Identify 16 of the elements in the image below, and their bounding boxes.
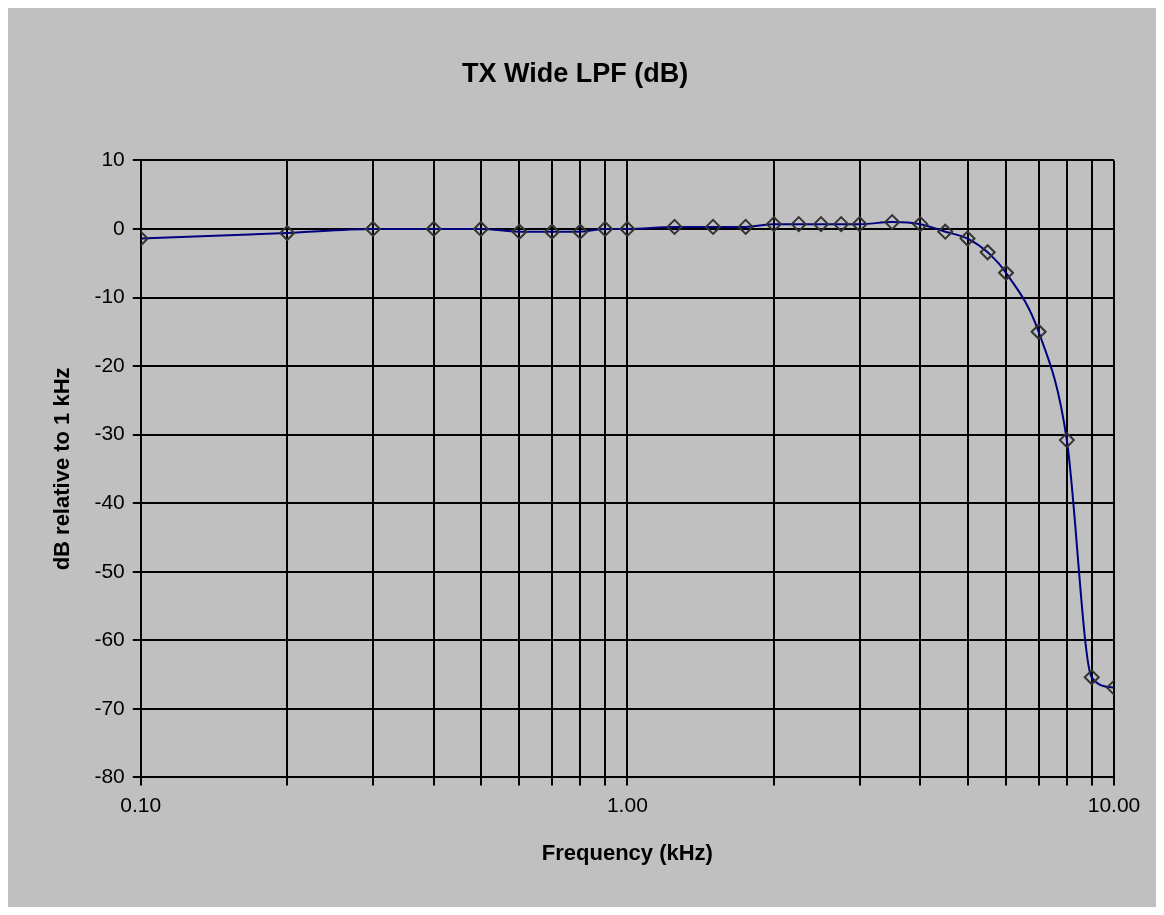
x-tick-label: 10.00 (1087, 792, 1141, 816)
y-tick-label: -50 (94, 558, 125, 582)
x-axis-title: Frequency (kHz) (541, 839, 713, 865)
y-tick-label: -80 (94, 764, 125, 788)
y-tick-label: -30 (94, 421, 125, 445)
y-tick-label: -20 (94, 352, 125, 376)
y-tick-label: -40 (94, 489, 125, 513)
x-tick-label: 1.00 (606, 792, 648, 816)
chart-title: TX Wide LPF (dB) (461, 57, 689, 88)
y-tick-label: 0 (113, 215, 125, 239)
y-tick-label: -70 (94, 695, 125, 719)
y-tick-label: 10 (101, 147, 125, 171)
y-tick-label: -10 (94, 284, 125, 308)
y-axis-title: dB relative to 1 kHz (49, 367, 75, 571)
x-tick-label: 0.10 (120, 792, 162, 816)
y-tick-label: -60 (94, 627, 125, 651)
